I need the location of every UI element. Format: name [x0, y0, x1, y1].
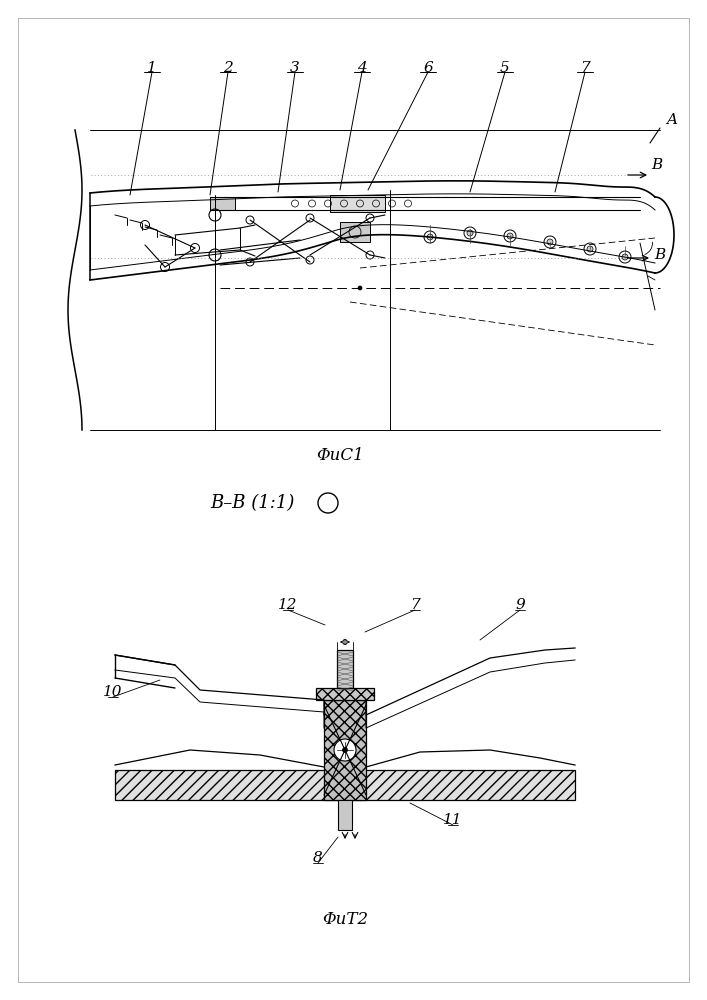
Text: ΦиС1: ΦиС1	[316, 446, 364, 464]
Text: 7: 7	[580, 61, 590, 75]
Bar	[316, 688, 374, 700]
Circle shape	[547, 239, 553, 245]
Text: 11: 11	[443, 813, 463, 827]
Text: B: B	[655, 248, 665, 262]
Text: B–B (1:1): B–B (1:1)	[210, 494, 294, 512]
Text: ΦиТ2: ΦиТ2	[322, 912, 368, 928]
Circle shape	[622, 254, 628, 260]
Bar	[115, 770, 575, 800]
Bar	[340, 222, 370, 242]
Circle shape	[358, 286, 362, 290]
Bar	[338, 800, 352, 830]
Text: 8: 8	[313, 851, 323, 865]
Circle shape	[334, 739, 356, 761]
Text: 12: 12	[279, 598, 298, 612]
Circle shape	[467, 230, 473, 236]
Text: 4: 4	[357, 61, 367, 75]
Text: B: B	[651, 158, 662, 172]
Text: 2: 2	[223, 61, 233, 75]
Text: 3: 3	[290, 61, 300, 75]
Circle shape	[342, 748, 348, 752]
Text: 5: 5	[500, 61, 510, 75]
Text: 6: 6	[423, 61, 433, 75]
Text: 9: 9	[515, 598, 525, 612]
Circle shape	[507, 233, 513, 239]
Circle shape	[427, 234, 433, 240]
Text: 7: 7	[410, 598, 420, 612]
Bar	[337, 650, 353, 688]
Text: 10: 10	[103, 685, 123, 699]
Text: A: A	[667, 113, 677, 127]
Bar	[324, 700, 366, 800]
Text: 1: 1	[147, 61, 157, 75]
Bar	[330, 195, 385, 212]
Bar	[210, 197, 235, 210]
Circle shape	[587, 246, 593, 252]
